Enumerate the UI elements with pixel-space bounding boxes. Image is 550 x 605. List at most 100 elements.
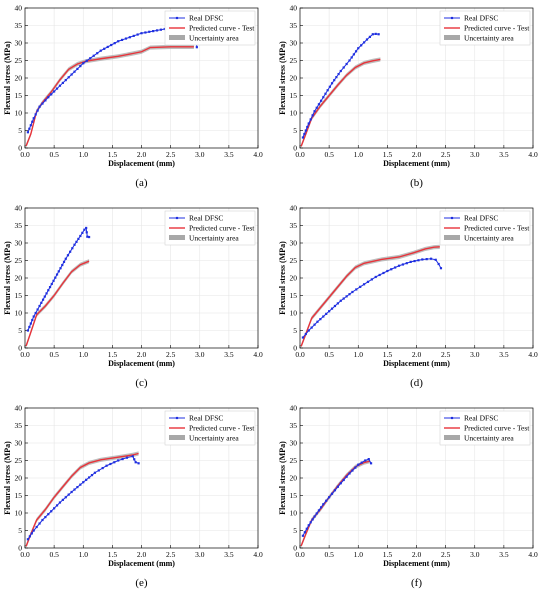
real-dfsc-point — [330, 307, 334, 310]
predicted-curve-line — [300, 58, 381, 147]
real-dfsc-point — [58, 84, 62, 87]
real-dfsc-point — [45, 292, 48, 295]
legend-label-uncertainty: Uncertainty area — [464, 34, 514, 43]
real-dfsc-point — [59, 267, 62, 270]
x-tick-label: 3.5 — [499, 550, 509, 559]
y-tick-label: 40 — [290, 404, 298, 413]
y-tick-label: 20 — [15, 474, 23, 483]
real-dfsc-point — [409, 260, 412, 263]
real-dfsc-point — [352, 53, 355, 56]
legend-label-predicted: Predicted curve - Test — [464, 24, 530, 33]
y-tick-label: 0 — [293, 344, 297, 353]
real-dfsc-point — [125, 456, 129, 459]
x-axis-title: Displacement (mm) — [108, 359, 175, 368]
real-dfsc-point — [44, 515, 47, 519]
real-dfsc-point — [342, 478, 345, 482]
real-dfsc-line — [302, 458, 372, 536]
real-dfsc-point — [144, 31, 147, 34]
panel-label: (b) — [410, 177, 423, 189]
real-dfsc-point — [328, 310, 331, 313]
x-tick-label: 2.0 — [137, 550, 147, 559]
legend-label-predicted: Predicted curve - Test — [464, 424, 530, 433]
real-dfsc-point — [28, 535, 31, 538]
real-dfsc-point — [48, 286, 52, 289]
x-tick-label: 2.5 — [166, 550, 176, 559]
real-dfsc-point — [86, 235, 89, 238]
x-axis-title: Displacement (mm) — [108, 559, 175, 568]
x-tick-label: 0.5 — [49, 550, 59, 559]
real-dfsc-point — [26, 329, 30, 332]
y-tick-label: 5 — [293, 526, 297, 535]
x-tick-label: 0.5 — [324, 550, 334, 559]
legend-label-predicted: Predicted curve - Test — [464, 224, 530, 233]
real-dfsc-point — [303, 132, 306, 136]
legend-swatch-uncertainty — [444, 35, 460, 40]
chart-panel: 0.0 0.5 1.0 1.5 2.0 2.5 3.0 3.5 4.0 0 5 10 15 20 25 30 3… — [3, 204, 263, 390]
real-dfsc-point — [357, 463, 360, 466]
predicted-curve-line — [25, 452, 139, 547]
real-dfsc-point — [69, 250, 72, 253]
y-tick-label: 0 — [293, 144, 297, 153]
real-dfsc-point — [54, 276, 57, 279]
legend-label-real: Real DFSC — [189, 14, 223, 23]
real-dfsc-point — [313, 110, 316, 113]
real-dfsc-point — [421, 258, 424, 261]
real-dfsc-point — [306, 125, 309, 129]
x-axis-title: Displacement (mm) — [108, 159, 175, 168]
real-dfsc-point — [307, 122, 310, 125]
real-dfsc-point — [425, 258, 428, 261]
y-tick-label: 40 — [290, 4, 298, 13]
real-dfsc-point — [62, 260, 66, 263]
real-dfsc-point — [374, 275, 377, 279]
real-dfsc-point — [364, 459, 367, 462]
x-axis-title: Displacement (mm) — [383, 359, 450, 368]
chart-panel: 0.0 0.5 1.0 1.5 2.0 2.5 3.0 3.5 4.0 0 5 10 15 20 25 30 3… — [3, 4, 263, 190]
legend-label-real: Real DFSC — [189, 214, 223, 223]
real-dfsc-point — [311, 518, 314, 521]
real-dfsc-point — [128, 36, 131, 39]
real-dfsc-point — [307, 329, 310, 332]
real-dfsc-point — [325, 312, 328, 315]
legend-label-uncertainty: Uncertainty area — [189, 434, 239, 443]
real-dfsc-point — [117, 459, 120, 462]
y-tick-label: 40 — [15, 4, 23, 13]
real-dfsc-point — [85, 226, 88, 230]
real-dfsc-point — [55, 87, 59, 90]
real-dfsc-point — [82, 481, 85, 484]
x-tick-label: 0.0 — [20, 150, 30, 159]
x-tick-label: 4.0 — [528, 150, 538, 159]
real-dfsc-point — [34, 113, 37, 116]
x-tick-label: 1.5 — [383, 550, 393, 559]
real-dfsc-point — [61, 263, 64, 267]
real-dfsc-point — [368, 35, 371, 38]
real-dfsc-point — [31, 120, 34, 123]
real-dfsc-point — [83, 228, 86, 231]
y-tick-label: 10 — [15, 109, 23, 118]
real-dfsc-point — [330, 82, 334, 85]
y-tick-label: 5 — [18, 126, 22, 135]
legend-swatch-uncertainty — [169, 235, 185, 240]
real-dfsc-point — [137, 462, 140, 465]
y-axis-title: Flexural stress (MPa) — [3, 41, 12, 115]
real-dfsc-point — [315, 106, 318, 109]
real-dfsc-point — [40, 301, 43, 304]
y-axis-title: Flexural stress (MPa) — [278, 241, 287, 315]
panel-label: (e) — [135, 577, 148, 589]
x-tick-label: 2.0 — [412, 550, 422, 559]
real-dfsc-point — [357, 47, 360, 50]
x-tick-label: 2.0 — [137, 150, 147, 159]
x-tick-label: 3.0 — [470, 150, 480, 159]
real-dfsc-point — [36, 109, 39, 112]
x-tick-label: 3.0 — [195, 150, 205, 159]
real-dfsc-point — [417, 259, 420, 262]
real-dfsc-point — [92, 54, 95, 57]
x-tick-label: 1.5 — [108, 550, 118, 559]
real-dfsc-point — [79, 483, 82, 486]
real-dfsc-point — [309, 521, 312, 524]
real-dfsc-point — [73, 70, 76, 73]
y-tick-label: 10 — [15, 309, 23, 318]
real-dfsc-point — [47, 96, 50, 99]
real-dfsc-point — [28, 325, 31, 329]
